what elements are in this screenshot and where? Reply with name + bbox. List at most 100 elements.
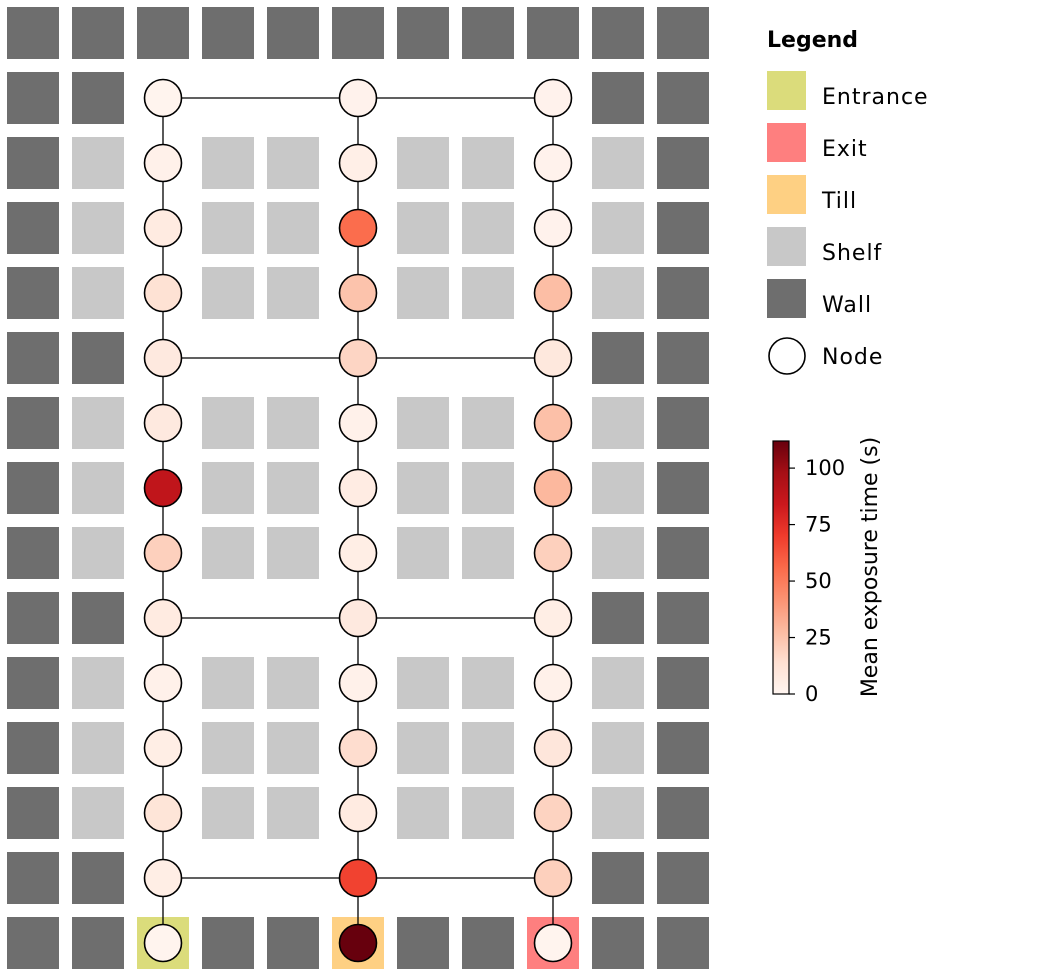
shelf-tile	[202, 137, 254, 189]
wall-tile	[7, 72, 59, 124]
shelf-tile	[202, 267, 254, 319]
shelf-tile	[72, 267, 124, 319]
legend-swatch-entrance	[767, 71, 806, 110]
aisle-node	[143, 858, 183, 898]
aisle-node	[338, 143, 378, 183]
shelf-tile	[267, 267, 319, 319]
colorbar-tick-label: 100	[805, 456, 845, 480]
wall-tile	[462, 7, 514, 59]
wall-tile	[72, 72, 124, 124]
wall-tile	[137, 7, 189, 59]
legend-label-entrance: Entrance	[822, 85, 929, 110]
aisle-node	[533, 663, 573, 703]
wall-tile	[657, 462, 709, 514]
shelf-tile	[397, 202, 449, 254]
wall-tile	[7, 332, 59, 384]
shelf-tile	[267, 397, 319, 449]
shelf-tile	[267, 722, 319, 774]
shelf-tile	[462, 722, 514, 774]
shelf-tile	[72, 787, 124, 839]
legend-label-shelf: Shelf	[822, 241, 883, 266]
wall-tile	[657, 202, 709, 254]
aisle-node	[338, 728, 378, 768]
shelf-tile	[267, 787, 319, 839]
wall-tile	[332, 7, 384, 59]
shelf-tile	[462, 657, 514, 709]
wall-tile	[657, 7, 709, 59]
shelf-tile	[397, 722, 449, 774]
shelf-tile	[267, 462, 319, 514]
legend-swatch-wall	[767, 279, 806, 318]
wall-tile	[657, 267, 709, 319]
wall-tile	[7, 462, 59, 514]
wall-tile	[462, 917, 514, 969]
colorbar-label: Mean exposure time (s)	[858, 437, 883, 697]
wall-tile	[657, 72, 709, 124]
colorbar: 0 25 50 75 100 Mean exposure time (s)	[772, 437, 883, 706]
shelf-tile	[72, 527, 124, 579]
colorbar-tick-label: 25	[805, 626, 832, 650]
colorbar-ticks: 0 25 50 75 100	[789, 456, 845, 706]
floor-tiles	[7, 7, 709, 969]
aisle-node	[338, 533, 378, 573]
wall-tile	[72, 852, 124, 904]
aisle-node	[533, 728, 573, 768]
wall-tile	[592, 7, 644, 59]
wall-tile	[657, 657, 709, 709]
wall-tile	[7, 397, 59, 449]
aisle-node	[533, 793, 573, 833]
wall-tile	[7, 137, 59, 189]
shelf-tile	[72, 722, 124, 774]
shelf-tile	[202, 527, 254, 579]
aisle-node	[143, 468, 183, 508]
shelf-tile	[72, 397, 124, 449]
shelf-tile	[202, 722, 254, 774]
shelf-tile	[462, 137, 514, 189]
aisle-node	[143, 143, 183, 183]
legend-swatch-shelf	[767, 227, 806, 266]
shelf-tile	[397, 137, 449, 189]
wall-tile	[657, 397, 709, 449]
shelf-tile	[267, 527, 319, 579]
wall-tile	[7, 722, 59, 774]
aisle-node	[338, 273, 378, 313]
shelf-tile	[592, 722, 644, 774]
aisle-node	[143, 273, 183, 313]
wall-tile	[7, 852, 59, 904]
aisle-node	[533, 598, 573, 638]
aisle-node	[338, 598, 378, 638]
wall-tile	[657, 527, 709, 579]
aisle-node	[338, 858, 378, 898]
wall-tile	[657, 332, 709, 384]
wall-tile	[72, 917, 124, 969]
wall-tile	[72, 7, 124, 59]
wall-tile	[7, 527, 59, 579]
wall-tile	[267, 917, 319, 969]
wall-tile	[7, 267, 59, 319]
shelf-tile	[462, 267, 514, 319]
shelf-tile	[202, 787, 254, 839]
shelf-tile	[592, 657, 644, 709]
aisle-node	[143, 208, 183, 248]
aisle-node	[143, 533, 183, 573]
aisle-node	[143, 78, 183, 118]
wall-tile	[202, 917, 254, 969]
colorbar-tick-label: 50	[805, 569, 832, 593]
shelf-tile	[592, 267, 644, 319]
aisle-node	[338, 923, 378, 963]
wall-tile	[527, 7, 579, 59]
aisle-node	[533, 533, 573, 573]
shelf-tile	[267, 657, 319, 709]
wall-tile	[657, 787, 709, 839]
shelf-tile	[462, 462, 514, 514]
aisle-node	[143, 403, 183, 443]
legend-swatch-node	[768, 337, 806, 375]
wall-tile	[72, 592, 124, 644]
wall-tile	[397, 917, 449, 969]
wall-tile	[7, 592, 59, 644]
wall-tile	[202, 7, 254, 59]
aisle-node	[143, 338, 183, 378]
wall-tile	[7, 787, 59, 839]
wall-tile	[657, 722, 709, 774]
shelf-tile	[72, 202, 124, 254]
